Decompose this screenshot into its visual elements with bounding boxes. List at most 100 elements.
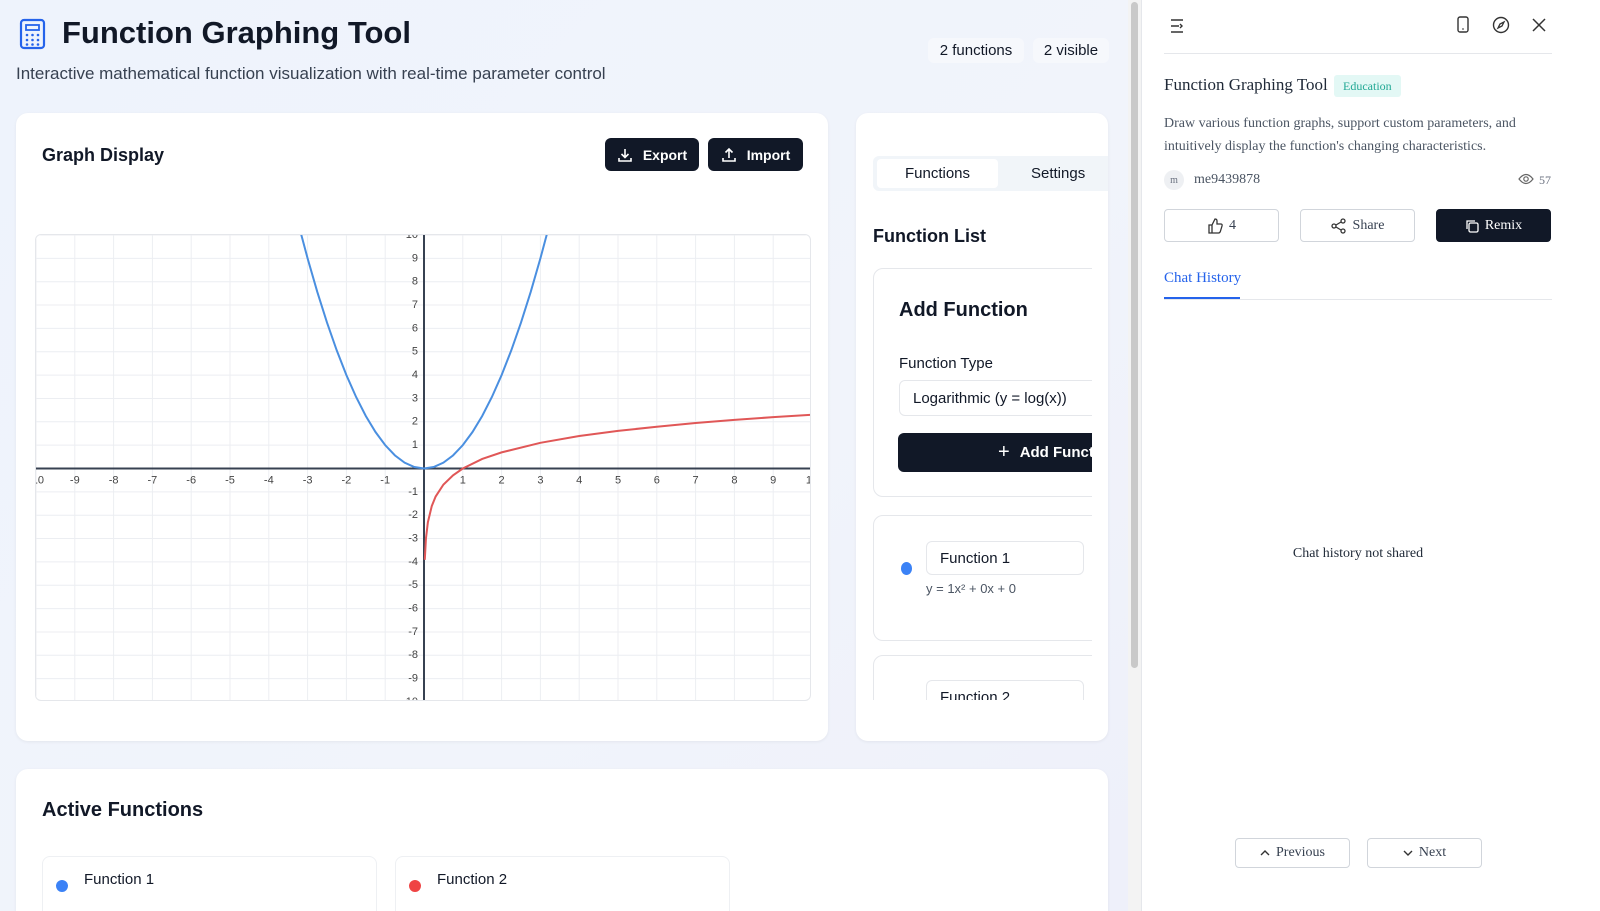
menu-icon[interactable] xyxy=(1170,18,1184,34)
y-tick-label: -8 xyxy=(408,649,418,661)
graph: -10 -9 -8 -7 -6 -5 -4 -3 -2 -1 1 2 3 4 5 6 7 8 9 10 -10 -9 -8 -… xyxy=(35,234,811,701)
views: 57 xyxy=(1539,173,1551,187)
y-tick-label: 5 xyxy=(412,346,418,358)
function-name: Function 2 xyxy=(437,871,508,888)
x-tick-label: 1 xyxy=(460,474,466,486)
x-tick-label: -7 xyxy=(148,474,158,486)
chevron-up xyxy=(1260,850,1270,856)
x-tick-label: -2 xyxy=(342,474,352,486)
y-tick-label: 10 xyxy=(406,234,418,241)
download-icon xyxy=(618,148,632,162)
y-tick-label: -9 xyxy=(408,673,418,685)
x-tick-label: -10 xyxy=(35,474,44,486)
select[interactable]: Logarithmic (y = log(x)) xyxy=(899,380,1092,416)
y-tick-label: 6 xyxy=(412,322,418,334)
y-tick-label: 3 xyxy=(412,392,418,404)
x-tick-label: -3 xyxy=(303,474,313,486)
tab[interactable]: Settings xyxy=(1031,165,1086,182)
button-label: Previous xyxy=(1276,845,1325,860)
like-button[interactable]: 4 xyxy=(1164,209,1279,242)
function-name: Function 1 xyxy=(84,871,155,888)
card-title: Active Functions xyxy=(42,799,204,821)
calculator-icon xyxy=(19,18,46,50)
x-tick-label: 9 xyxy=(770,474,776,486)
x-tick-label: -1 xyxy=(380,474,390,486)
y-tick-label: 1 xyxy=(412,439,418,451)
y-tick-label: -3 xyxy=(408,532,418,544)
x-tick-label: 7 xyxy=(693,474,699,486)
y-tick-label: -1 xyxy=(408,486,418,498)
add-button[interactable]: + Add Function xyxy=(898,433,1092,472)
button-label: Remix xyxy=(1484,217,1523,233)
y-tick-label: 7 xyxy=(412,299,418,311)
app-subtitle: Interactive mathematical function visual… xyxy=(16,64,606,83)
y-tick-label: 9 xyxy=(412,252,418,264)
avatar: m xyxy=(1164,170,1184,190)
button-label: Next xyxy=(1418,845,1447,860)
y-tick-label: 4 xyxy=(412,369,418,381)
equation: y = 1x² + 0x + 0 xyxy=(926,581,1016,596)
like-count: 4 xyxy=(1229,217,1236,233)
import-button[interactable]: Import xyxy=(708,138,803,171)
function-curve xyxy=(300,235,548,470)
card-title: Add Function xyxy=(899,299,1028,321)
button-label: Import xyxy=(746,146,791,163)
x-tick-label: 2 xyxy=(499,474,505,486)
plot: -10 -9 -8 -7 -6 -5 -4 -3 -2 -1 1 2 3 4 5 6 7 8 9 10 -10 -9 -8 -… xyxy=(35,234,811,701)
x-tick-label: 5 xyxy=(615,474,621,486)
x-tick-label: 3 xyxy=(537,474,543,486)
x-tick-label: -5 xyxy=(225,474,235,486)
previous-button[interactable]: Previous xyxy=(1235,838,1350,868)
graph-card xyxy=(16,113,828,741)
app-title: Function Graphing Tool xyxy=(62,15,411,50)
color-dot xyxy=(409,880,421,892)
x-tick-label: 4 xyxy=(576,474,582,486)
eye-icon xyxy=(1518,173,1534,185)
x-tick-label: 10 xyxy=(806,474,811,486)
share-icon xyxy=(1330,217,1346,234)
button-label: Add Function xyxy=(1019,444,1092,461)
function-item[interactable] xyxy=(395,856,730,911)
y-tick-label: -2 xyxy=(408,509,418,521)
panel-title: Function Graphing Tool xyxy=(1164,75,1328,94)
device-icon[interactable] xyxy=(1456,16,1470,34)
close-icon[interactable] xyxy=(1532,18,1546,32)
export-button[interactable]: Export xyxy=(605,138,699,171)
next-button[interactable]: Next xyxy=(1367,838,1482,868)
name-input[interactable]: Function 2 xyxy=(926,680,1084,700)
x-tick-label: -9 xyxy=(70,474,80,486)
side-card: Functions Settings Function List Add Fun… xyxy=(856,113,1108,741)
color-dot xyxy=(56,880,68,892)
y-tick-label: 8 xyxy=(412,276,418,288)
y-tick-label: 2 xyxy=(412,416,418,428)
tab-active[interactable]: Functions xyxy=(877,159,998,188)
function-list: Add Function Function Type Logarithmic (… xyxy=(873,268,1092,700)
remix-button[interactable]: Remix xyxy=(1436,209,1551,242)
share-button[interactable]: Share xyxy=(1300,209,1415,242)
function-card xyxy=(873,515,1092,641)
add-function-card xyxy=(873,268,1092,497)
scrollbar[interactable] xyxy=(1128,0,1141,911)
color-dot[interactable] xyxy=(901,562,912,575)
x-tick-label: 6 xyxy=(654,474,660,486)
y-tick-label: -6 xyxy=(408,603,418,615)
compass-icon[interactable] xyxy=(1492,16,1510,34)
card-title: Graph Display xyxy=(42,145,165,165)
upload-icon xyxy=(721,147,736,162)
info-panel: Function Graphing Tool Education Draw va… xyxy=(1141,0,1600,911)
function-curve xyxy=(423,413,810,560)
tab-active[interactable]: Chat History xyxy=(1164,270,1242,286)
badge: 2 functions xyxy=(928,38,1024,63)
chevron-down xyxy=(1403,850,1413,856)
x-tick-label: 8 xyxy=(731,474,737,486)
y-tick-label: -10 xyxy=(402,696,418,701)
y-tick-label: -7 xyxy=(408,626,418,638)
author[interactable]: me9439878 xyxy=(1194,172,1261,187)
main-area: Function Graphing Tool Interactive mathe… xyxy=(0,0,1128,911)
function-item[interactable] xyxy=(42,856,377,911)
scrollbar-thumb[interactable] xyxy=(1131,2,1138,668)
description: Draw various function graphs, support cu… xyxy=(1164,116,1516,154)
x-tick-label: -6 xyxy=(186,474,196,486)
plus-icon: + xyxy=(998,441,1010,463)
name-input[interactable]: Function 1 xyxy=(926,541,1084,575)
